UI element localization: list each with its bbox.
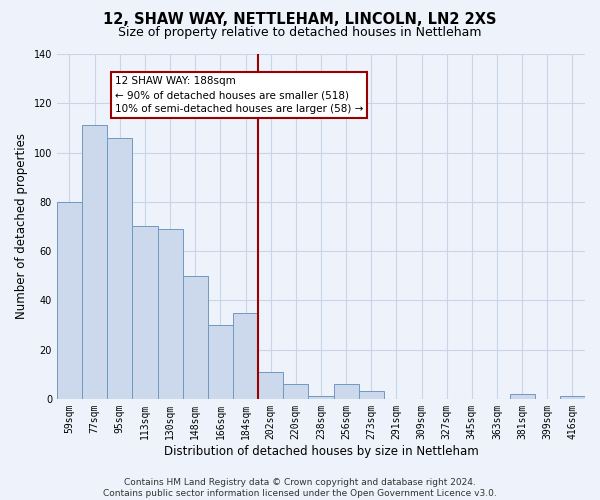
Bar (57, 202, 82, 399)
Bar (258, 372, 283, 399)
X-axis label: Distribution of detached houses by size in Nettleham: Distribution of detached houses by size … (164, 444, 478, 458)
Bar (283, 384, 308, 399)
Bar (158, 229, 182, 399)
Text: 12 SHAW WAY: 188sqm
← 90% of detached houses are smaller (518)
10% of semi-detac: 12 SHAW WAY: 188sqm ← 90% of detached ho… (115, 76, 363, 114)
Bar (560, 396, 585, 399)
Text: Contains HM Land Registry data © Crown copyright and database right 2024.
Contai: Contains HM Land Registry data © Crown c… (103, 478, 497, 498)
Text: Size of property relative to detached houses in Nettleham: Size of property relative to detached ho… (118, 26, 482, 39)
Bar (82, 126, 107, 399)
Y-axis label: Number of detached properties: Number of detached properties (15, 134, 28, 320)
Bar (509, 394, 535, 399)
Text: 12, SHAW WAY, NETTLEHAM, LINCOLN, LN2 2XS: 12, SHAW WAY, NETTLEHAM, LINCOLN, LN2 2X… (103, 12, 497, 28)
Bar (208, 325, 233, 399)
Bar (107, 138, 133, 399)
Bar (334, 384, 359, 399)
Bar (182, 276, 208, 399)
Bar (133, 226, 158, 399)
Bar (233, 312, 258, 399)
Bar (359, 392, 384, 399)
Bar (308, 396, 334, 399)
